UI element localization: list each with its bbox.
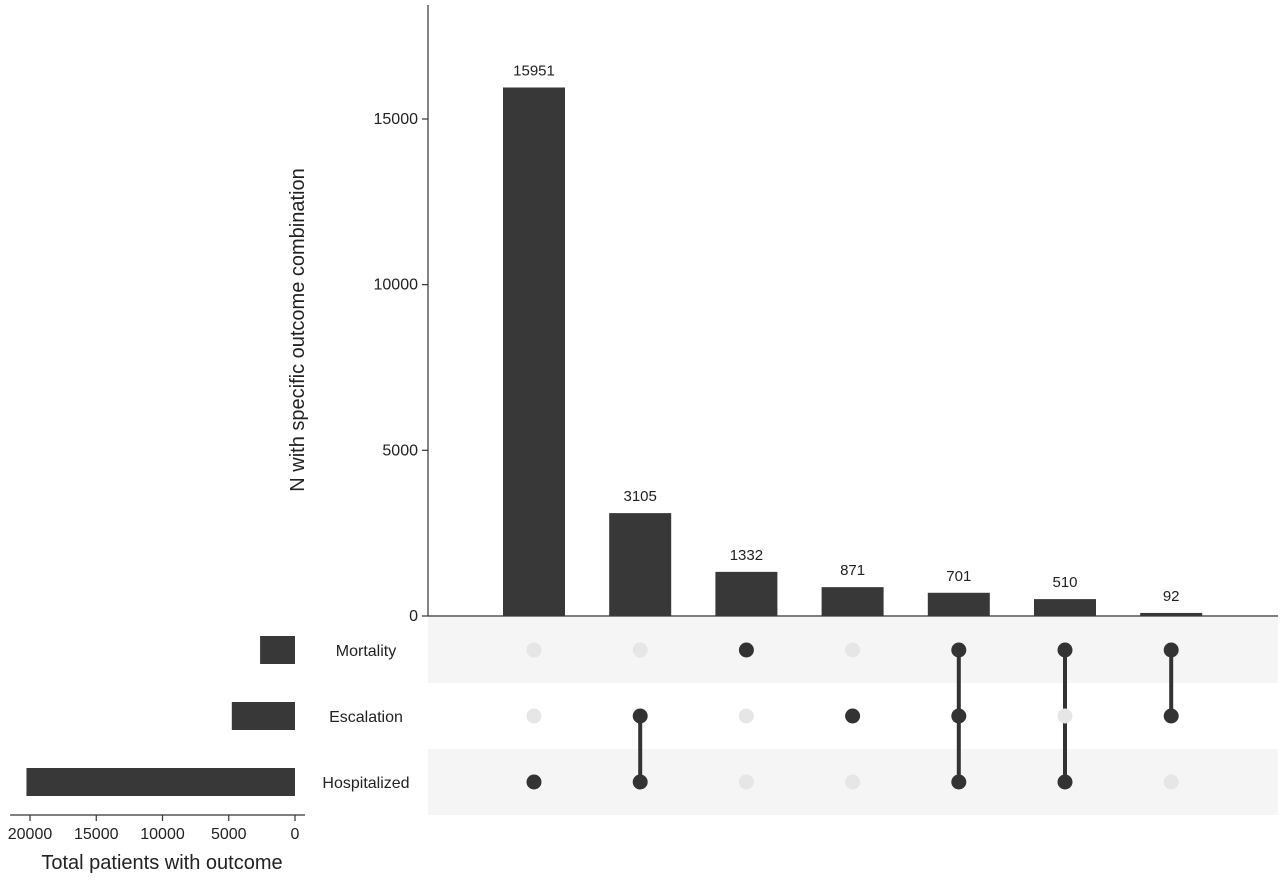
set-size-bar [231,702,295,730]
matrix-dot-active [951,708,967,724]
matrix-dot-active [1057,774,1073,790]
matrix-dot-active [951,642,967,658]
set-size-tick-label: 15000 [74,826,119,843]
matrix-dot-inactive [526,642,542,658]
bar-value-label: 510 [1052,574,1077,591]
matrix-dot-active [1163,642,1179,658]
matrix-dot-active [1057,642,1073,658]
intersection-bar [503,87,565,617]
y-tick-label: 5000 [382,442,418,459]
set-name-label: Hospitalized [322,775,409,792]
matrix-dot-inactive [1163,774,1179,790]
bar-value-label: 15951 [513,62,555,79]
intersection-bar [609,513,672,616]
intersection-bar [715,571,778,616]
matrix-dot-inactive [845,642,861,658]
set-size-axis-title: Total patients with outcome [41,852,282,874]
matrix-dot-inactive [1057,708,1073,724]
set-name-label: Mortality [336,643,396,660]
bar-value-label: 1332 [730,547,763,564]
y-tick-label: 15000 [374,111,419,128]
matrix-dot-active [1163,708,1179,724]
matrix-dot-active [845,708,861,724]
matrix-dot-inactive [738,774,754,790]
matrix-dot-inactive [632,642,648,658]
bar-value-label: 871 [840,562,865,579]
set-name-label: Escalation [329,709,403,726]
matrix-dot-active [632,774,648,790]
matrix-dot-active [526,774,542,790]
matrix-dot-active [951,774,967,790]
set-size-bar [260,636,295,664]
set-size-tick-label: 20000 [8,826,53,843]
bar-value-label: 701 [946,568,971,585]
y-tick-label: 0 [409,608,418,625]
y-axis-title: N with specific outcome combination [287,168,309,491]
intersection-bar [927,592,990,616]
matrix-dot-inactive [526,708,542,724]
set-size-tick-label: 0 [291,826,300,843]
intersection-bar [1140,612,1203,616]
intersection-bar [821,587,884,616]
matrix-dot-active [632,708,648,724]
matrix-dot-active [738,642,754,658]
set-size-tick-label: 5000 [211,826,247,843]
set-size-bar [26,768,295,796]
matrix-dot-inactive [845,774,861,790]
intersection-bar [1034,599,1096,616]
bar-value-label: 3105 [624,488,657,505]
bar-value-label: 92 [1163,588,1180,605]
y-tick-label: 10000 [374,277,419,294]
set-size-tick-label: 10000 [140,826,185,843]
matrix-dot-inactive [738,708,754,724]
